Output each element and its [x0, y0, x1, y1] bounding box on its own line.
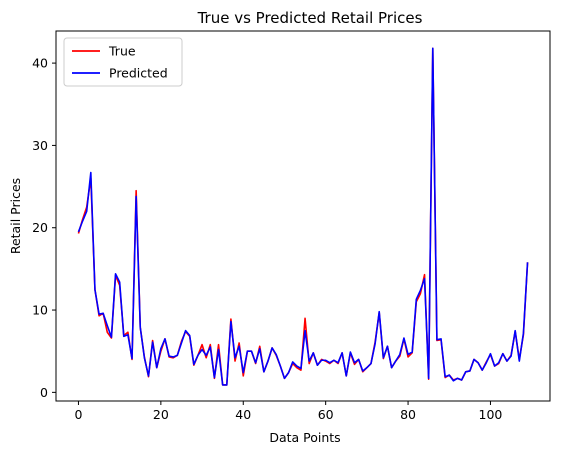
legend-label-predicted: Predicted	[109, 66, 168, 81]
y-tick-label: 40	[32, 56, 48, 71]
legend: True Predicted	[63, 37, 183, 87]
x-tick-label: 100	[479, 407, 503, 422]
y-tick-label: 20	[32, 220, 48, 235]
series-line-predicted	[77, 47, 529, 386]
y-tick-label: 10	[32, 303, 48, 318]
y-tick-label: 0	[40, 385, 48, 400]
legend-box	[63, 37, 183, 87]
x-axis-label: Data Points	[269, 430, 340, 445]
y-axis-label: Retail Prices	[8, 178, 23, 254]
x-tick-label: 0	[74, 407, 82, 422]
chart-title: True vs Predicted Retail Prices	[197, 9, 423, 27]
plot-frame	[55, 30, 551, 402]
x-tick-label: 80	[400, 407, 416, 422]
x-tick-label: 60	[318, 407, 334, 422]
x-tick-label: 20	[153, 407, 169, 422]
x-tick-label: 40	[235, 407, 251, 422]
y-tick-label: 30	[32, 138, 48, 153]
legend-label-true: True	[108, 44, 136, 59]
